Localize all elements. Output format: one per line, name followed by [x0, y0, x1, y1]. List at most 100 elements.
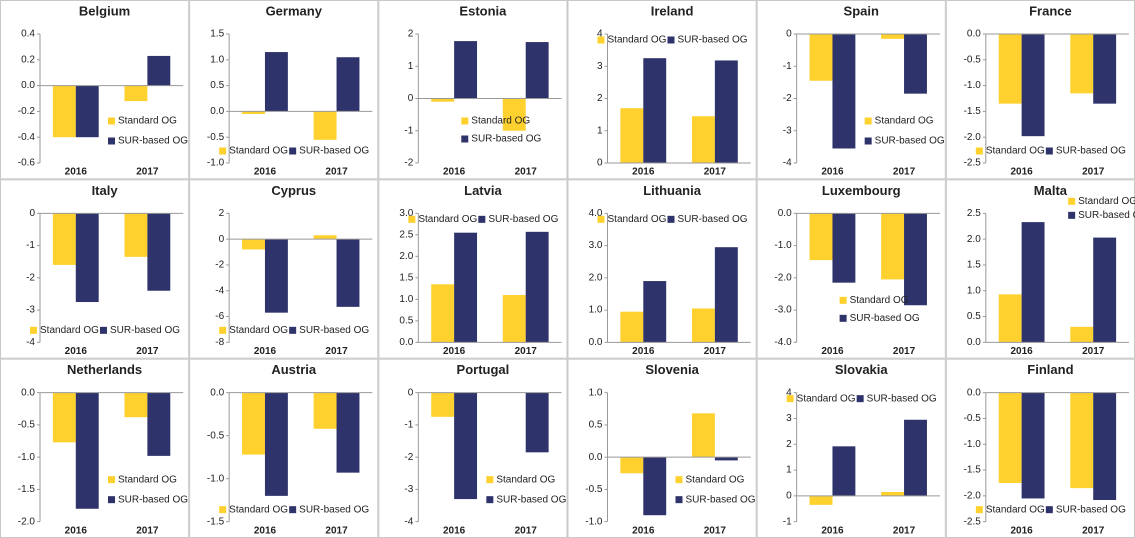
- y-tick-label: -3: [26, 305, 35, 316]
- legend-label: SUR-based OG: [299, 325, 369, 336]
- y-tick-label: -2.0: [774, 272, 792, 283]
- bar: [832, 213, 856, 283]
- legend-swatch: [675, 476, 683, 484]
- bar: [75, 85, 99, 138]
- bar: [313, 235, 337, 240]
- bar: [336, 57, 360, 112]
- y-tick-label: -1.0: [964, 439, 982, 450]
- y-tick-label: -1.0: [207, 158, 225, 169]
- y-tick-label: -1: [404, 125, 413, 136]
- panel-border: [567, 179, 757, 359]
- y-tick-label: 4: [597, 29, 603, 40]
- bar: [75, 213, 99, 303]
- y-tick-label: 0.0: [21, 387, 35, 398]
- bar: [75, 392, 99, 509]
- x-tick-label: 2016: [821, 346, 844, 357]
- y-tick-label: -2: [404, 452, 413, 463]
- y-tick-label: 2: [219, 208, 225, 219]
- bar: [1021, 34, 1045, 137]
- y-tick-label: 0.5: [589, 420, 603, 431]
- panel-border: [378, 179, 568, 359]
- y-tick-label: 0: [29, 208, 35, 219]
- x-tick-label: 2017: [704, 167, 727, 178]
- x-tick-label: 2016: [443, 167, 466, 178]
- legend-swatch: [1068, 197, 1076, 205]
- legend-swatch: [289, 147, 297, 155]
- x-tick-label: 2017: [1082, 525, 1105, 536]
- x-tick-label: 2016: [443, 346, 466, 357]
- legend-label: Standard OG: [797, 393, 856, 404]
- legend-label: SUR-based OG: [496, 494, 566, 505]
- legend-swatch: [478, 215, 486, 223]
- y-tick-label: 1.5: [210, 29, 224, 40]
- x-tick-label: 2016: [254, 525, 277, 536]
- chart-title: Germany: [266, 3, 323, 18]
- y-tick-label: 4.0: [589, 208, 603, 219]
- legend-swatch: [856, 395, 864, 403]
- bar: [502, 98, 526, 131]
- y-tick-label: 3: [597, 61, 603, 72]
- bar: [998, 392, 1022, 483]
- y-tick-label: -1.0: [207, 473, 225, 484]
- bar: [502, 295, 526, 343]
- bar: [454, 232, 478, 343]
- x-tick-label: 2017: [704, 346, 727, 357]
- legend-label: Standard OG: [686, 474, 745, 485]
- y-tick-label: 0.0: [778, 208, 792, 219]
- y-tick-label: -2: [215, 260, 224, 271]
- legend-label: SUR-based OG: [110, 325, 180, 336]
- y-tick-label: -0.4: [18, 132, 36, 143]
- bar: [809, 34, 833, 81]
- y-tick-label: -4: [783, 158, 792, 169]
- x-tick-label: 2017: [704, 525, 727, 536]
- y-tick-label: 1: [597, 125, 603, 136]
- x-tick-label: 2017: [515, 525, 538, 536]
- y-tick-label: 0.5: [967, 311, 981, 322]
- x-tick-label: 2016: [65, 525, 88, 536]
- x-tick-label: 2016: [254, 167, 277, 178]
- legend-label: Standard OG: [1078, 196, 1135, 207]
- x-tick-label: 2017: [515, 346, 538, 357]
- y-tick-label: 0.0: [967, 29, 981, 40]
- y-tick-label: -1.0: [774, 240, 792, 251]
- legend-swatch: [675, 496, 683, 504]
- legend-label: Standard OG: [229, 325, 288, 336]
- y-tick-label: -1: [783, 61, 792, 72]
- x-tick-label: 2016: [632, 167, 655, 178]
- bar: [691, 116, 715, 163]
- x-tick-label: 2016: [1011, 525, 1034, 536]
- bar: [881, 213, 905, 280]
- bar: [147, 392, 171, 456]
- legend-label: Standard OG: [229, 146, 288, 157]
- legend-swatch: [864, 137, 872, 145]
- y-tick-label: 2.0: [399, 251, 413, 262]
- bar: [643, 457, 667, 516]
- legend-label: SUR-based OG: [299, 146, 369, 157]
- y-tick-label: -4: [404, 516, 413, 527]
- y-tick-label: -6: [215, 311, 224, 322]
- legend-label: SUR-based OG: [1056, 146, 1126, 157]
- bar: [431, 392, 455, 417]
- bar: [620, 311, 644, 343]
- legend-label: Standard OG: [986, 146, 1045, 157]
- y-tick-label: 2: [408, 29, 414, 40]
- y-tick-label: -2: [783, 93, 792, 104]
- bar: [998, 34, 1022, 104]
- bar: [124, 392, 148, 418]
- y-tick-label: 1.5: [967, 260, 981, 271]
- panel-border: [189, 0, 379, 180]
- bar: [147, 213, 171, 291]
- legend-label: Standard OG: [608, 35, 667, 46]
- legend-label: Standard OG: [471, 116, 530, 127]
- chart-title: Malta: [1034, 183, 1068, 198]
- x-tick-label: 2017: [893, 167, 916, 178]
- chart-title: Belgium: [79, 3, 130, 18]
- bar: [525, 392, 549, 453]
- x-tick-label: 2016: [443, 525, 466, 536]
- bar: [242, 111, 265, 114]
- bar: [1021, 222, 1045, 343]
- chart-title: Finland: [1027, 362, 1073, 377]
- legend-swatch: [108, 137, 116, 145]
- y-tick-label: 2: [786, 439, 792, 450]
- legend-label: SUR-based OG: [118, 494, 188, 505]
